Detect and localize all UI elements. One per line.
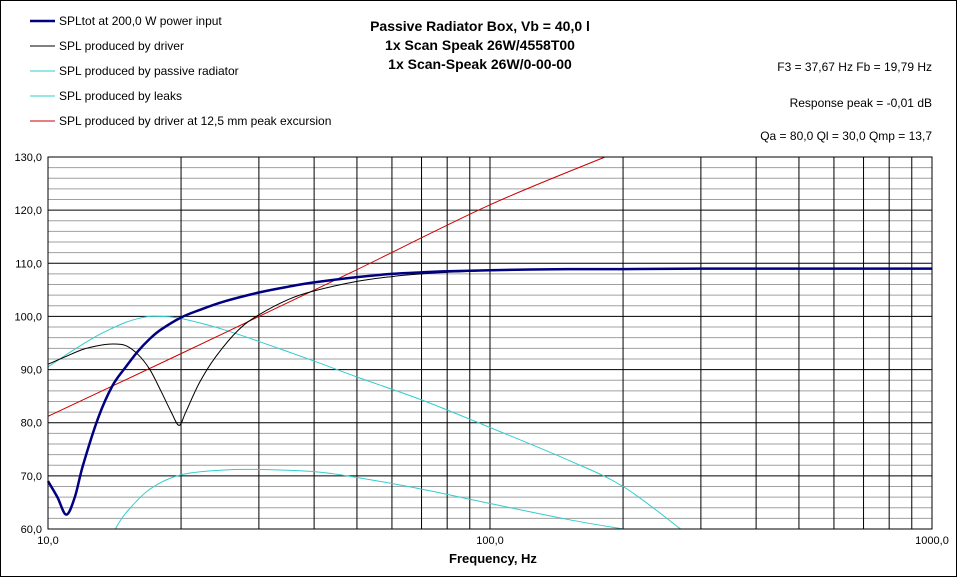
- series-passive-radiator-line: [47, 315, 681, 530]
- legend-label: SPL produced by driver: [59, 39, 184, 53]
- plot-border: [47, 156, 933, 530]
- legend-label: SPLtot at 200,0 W power input: [59, 14, 222, 28]
- series-driver-excursion-line: [47, 156, 606, 417]
- y-tick-label: 70,0: [21, 471, 42, 483]
- y-tick-label: 110,0: [15, 258, 42, 270]
- info-response-peak: Response peak = -0,01 dB: [790, 96, 932, 110]
- title-line-1: Passive Radiator Box, Vb = 40,0 l: [370, 18, 590, 34]
- info-block: F3 = 37,67 Hz Fb = 19,79 Hz Response pea…: [760, 60, 932, 143]
- y-tick-label: 120,0: [14, 205, 42, 217]
- y-tick-label: 100,0: [14, 311, 42, 323]
- title-line-2: 1x Scan Speak 26W/4558T00: [385, 37, 575, 53]
- info-f3-fb: F3 = 37,67 Hz Fb = 19,79 Hz: [777, 60, 932, 74]
- legend: SPLtot at 200,0 W power input SPL produce…: [30, 14, 331, 128]
- x-tick-label: 100,0: [476, 535, 504, 547]
- y-tick-label: 90,0: [21, 365, 42, 377]
- x-axis-label: Frequency, Hz: [449, 551, 537, 566]
- chart-title: Passive Radiator Box, Vb = 40,0 l 1x Sca…: [370, 18, 590, 72]
- series-layer: [46, 156, 932, 530]
- legend-label: SPL produced by driver at 12,5 mm peak e…: [59, 114, 331, 128]
- x-tick-labels: 10,0 100,0 1000,0: [37, 535, 949, 547]
- legend-label: SPL produced by passive radiator: [59, 64, 239, 78]
- info-q-values: Qa = 80,0 Ql = 30,0 Qmp = 13,7: [760, 129, 932, 143]
- y-tick-label: 130,0: [14, 152, 42, 164]
- grid-major: [48, 157, 932, 529]
- y-tick-label: 60,0: [21, 524, 42, 536]
- series-leaks-line: [114, 468, 624, 530]
- y-tick-label: 80,0: [21, 418, 42, 430]
- x-tick-label: 10,0: [37, 535, 58, 547]
- x-tick-label: 1000,0: [915, 535, 949, 547]
- legend-label: SPL produced by leaks: [59, 89, 182, 103]
- title-line-3: 1x Scan-Speak 26W/0-00-00: [388, 56, 572, 72]
- series-spltot-line: [46, 267, 932, 516]
- y-tick-labels: 60,0 70,0 80,0 90,0 100,0 110,0 120,0 130,0: [14, 152, 42, 536]
